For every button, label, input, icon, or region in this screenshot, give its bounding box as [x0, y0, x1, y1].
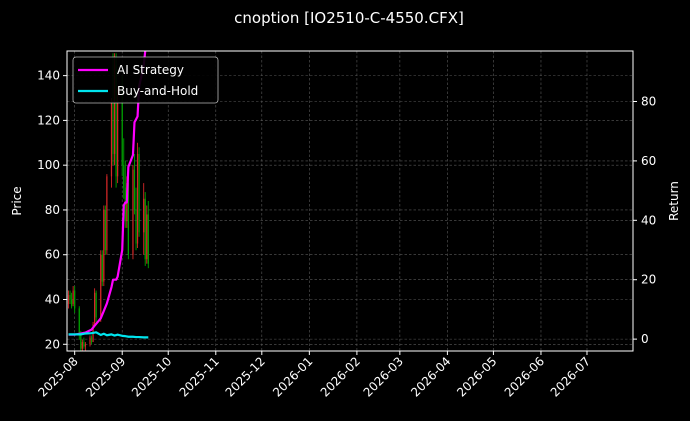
- candle: [72, 286, 74, 307]
- candles: [67, 53, 149, 351]
- candle-body: [78, 308, 80, 336]
- candle-body: [74, 290, 76, 309]
- candle: [135, 187, 137, 251]
- buyhold-line: [68, 331, 149, 339]
- candle-body: [136, 153, 139, 244]
- chart-title: cnoption [IO2510-C-4550.CFX]: [234, 9, 464, 27]
- candle-body: [127, 183, 129, 255]
- plot-frame: [66, 50, 634, 352]
- candle: [74, 286, 76, 313]
- y2-tick-label: 40: [641, 213, 656, 227]
- candle: [136, 142, 139, 249]
- candle: [81, 339, 83, 351]
- candle: [132, 165, 134, 260]
- candle: [70, 292, 73, 309]
- candle: [110, 98, 113, 188]
- candle-body: [103, 209, 105, 282]
- candle: [144, 192, 146, 266]
- y2-axis-label: Return: [667, 181, 681, 221]
- candle: [95, 290, 97, 322]
- y-tick-label: 100: [37, 158, 60, 172]
- candle-body: [132, 169, 134, 255]
- candle: [103, 205, 105, 287]
- candle-body: [93, 292, 96, 325]
- candle-body: [133, 169, 136, 210]
- series-lines: [68, 50, 149, 339]
- strategy-line: [68, 50, 147, 336]
- candle-body: [147, 214, 149, 264]
- legend-box: [72, 56, 219, 104]
- legend: AI Strategy Buy-and-Hold: [72, 56, 219, 104]
- candle: [133, 153, 136, 215]
- legend-label-strategy: AI Strategy: [117, 63, 184, 77]
- candle-body: [143, 198, 145, 233]
- candle-body: [135, 209, 137, 244]
- candle-body: [90, 337, 93, 343]
- candle-body: [70, 299, 73, 307]
- y2-tick-label: 20: [641, 273, 656, 287]
- candle-body: [72, 290, 74, 304]
- y2-tick-label: 0: [641, 332, 649, 346]
- candle-body: [67, 295, 70, 304]
- candle-body: [81, 342, 83, 349]
- candle-body: [113, 64, 116, 154]
- candle-body: [121, 102, 123, 166]
- candle-body: [146, 214, 148, 260]
- candle: [69, 290, 71, 304]
- candle-body: [89, 337, 91, 345]
- candle-body: [112, 102, 114, 154]
- candle-body: [95, 292, 97, 318]
- candle-body: [69, 295, 71, 300]
- candle-body: [123, 165, 125, 188]
- candle: [100, 250, 102, 322]
- candle-body: [100, 254, 102, 318]
- y-tick-label: 60: [45, 248, 60, 262]
- candle: [124, 160, 126, 228]
- y2-tick-label: 60: [641, 154, 656, 168]
- candle-body: [104, 209, 106, 251]
- y-axis-label: Price: [10, 186, 24, 215]
- candle: [67, 290, 70, 309]
- candle: [89, 335, 91, 347]
- candle-body: [80, 335, 82, 349]
- candle: [101, 250, 103, 287]
- candle-body: [106, 176, 108, 251]
- y-tick-label: 20: [45, 337, 60, 351]
- candle-body: [144, 198, 146, 260]
- candle: [84, 342, 87, 351]
- y-tick-label: 120: [37, 113, 60, 127]
- candle: [143, 183, 145, 255]
- candle: [93, 288, 96, 327]
- legend-label-buyhold: Buy-and-Hold: [117, 84, 198, 98]
- y-tick-label: 140: [37, 69, 60, 83]
- candle: [83, 337, 85, 349]
- candle: [123, 138, 125, 199]
- candle-body: [110, 102, 113, 177]
- candle: [104, 205, 106, 255]
- candle: [146, 205, 148, 264]
- y-tick-label: 80: [45, 203, 60, 217]
- candle-body: [101, 254, 103, 282]
- candle-body: [117, 102, 119, 177]
- candle-body: [84, 344, 87, 347]
- y2-tick-label: 80: [641, 94, 656, 108]
- candle: [147, 201, 149, 269]
- candle-body: [138, 153, 140, 233]
- candle: [106, 174, 108, 255]
- y-tick-label: 40: [45, 293, 60, 307]
- candle-body: [83, 342, 85, 347]
- candle-body: [115, 64, 117, 177]
- candle: [138, 147, 140, 237]
- candle: [90, 335, 93, 345]
